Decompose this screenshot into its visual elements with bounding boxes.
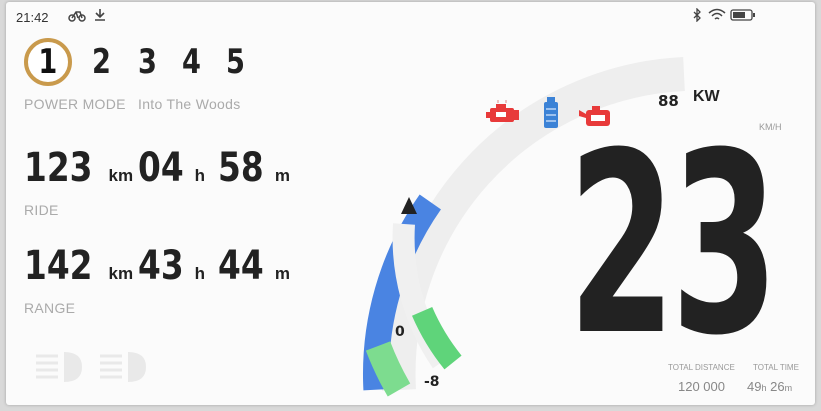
power-unit: KW — [693, 88, 720, 105]
mode-2-button[interactable]: 2 — [92, 42, 111, 82]
power-arc-base — [365, 341, 411, 397]
regen-arc-fill — [412, 306, 462, 370]
power-value: 88 — [658, 92, 679, 110]
bike-icon — [68, 8, 86, 25]
mode-4-button[interactable]: 4 — [182, 42, 201, 82]
total-time-label: TOTAL TIME — [753, 363, 799, 372]
wifi-icon — [708, 8, 726, 25]
mode-5-button[interactable]: 5 — [226, 42, 245, 82]
low-beam-icon — [34, 348, 84, 386]
power-arc-track — [381, 57, 685, 391]
power-mode-label: POWER MODE — [24, 96, 126, 112]
oil-icon — [578, 104, 614, 135]
regen-indicator — [401, 197, 417, 214]
mode-3-button[interactable]: 3 — [138, 42, 157, 82]
engine-icon — [486, 100, 520, 133]
speed-unit: KM/H — [759, 122, 782, 132]
speed-value: 23 — [568, 99, 779, 390]
total-distance-value: 120 000 — [678, 379, 725, 394]
status-clock: 21:42 — [16, 10, 49, 25]
range-label: RANGE — [24, 300, 76, 316]
battery-icon — [730, 8, 756, 25]
range-time: 43 h 44 m — [138, 243, 290, 289]
dashboard-screen: 21:42 1 2 3 4 5 POWER MODE Into The Wood… — [6, 2, 815, 405]
ride-distance: 123 km — [24, 145, 134, 191]
high-beam-icon — [98, 348, 148, 386]
bluetooth-icon — [692, 7, 702, 25]
range-distance: 142 km — [24, 243, 134, 289]
ride-time: 04 h 58 m — [138, 145, 290, 191]
regen-min-label: -8 — [424, 374, 440, 390]
ride-label: RIDE — [24, 202, 59, 218]
mode-1-button[interactable]: 1 — [24, 38, 72, 86]
total-time-value: 49h 26m — [747, 379, 793, 394]
total-distance-label: TOTAL DISTANCE — [668, 363, 735, 372]
regen-max-label: 0 — [395, 324, 405, 340]
coolant-icon — [541, 97, 561, 136]
profile-label: Into The Woods — [138, 96, 241, 112]
power-gauge: 0 -8 — [362, 57, 685, 397]
download-icon — [94, 8, 106, 25]
